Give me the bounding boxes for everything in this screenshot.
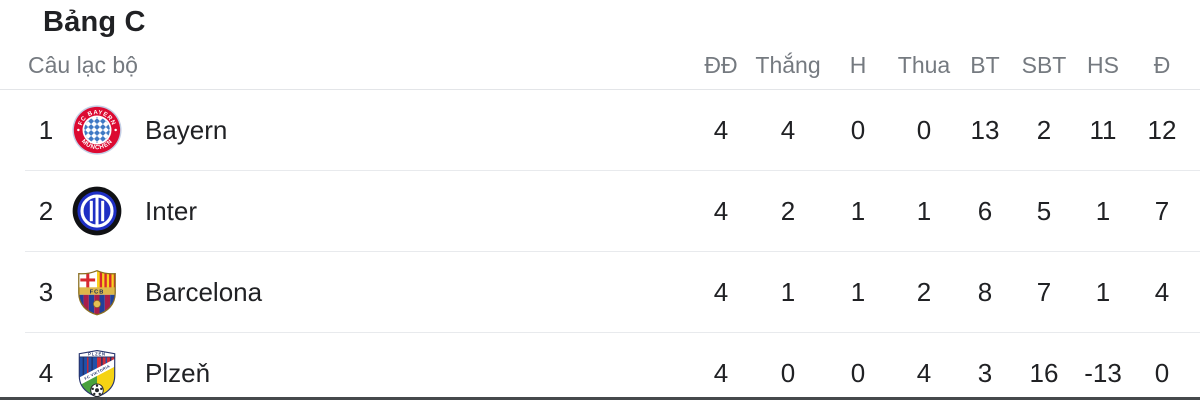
rank-label: 1	[38, 114, 54, 145]
table-row[interactable]: 3 FCB	[0, 252, 1200, 332]
stat-value: 1	[916, 195, 932, 226]
team-name[interactable]: Barcelona	[145, 276, 263, 307]
svg-text:PLZEŇ: PLZEŇ	[88, 351, 106, 356]
svg-text:FCB: FCB	[90, 289, 105, 295]
page-title: Bảng C	[43, 6, 146, 38]
stat-column-header: HS	[1087, 52, 1119, 78]
stat-value: 11	[1089, 114, 1117, 145]
club-column-header: Câu lạc bộ	[28, 52, 138, 78]
stats-header: ĐĐ Thắng H Thua BT SBT HS Đ	[689, 52, 1191, 79]
row-divider	[25, 251, 1200, 252]
stat-value: 7	[1036, 276, 1052, 307]
stat-column-header: Đ	[1153, 52, 1171, 78]
stat-column-header: BT	[970, 52, 1000, 78]
stat-value: 12	[1147, 114, 1177, 145]
stat-value: 4	[713, 357, 729, 388]
rank-label: 2	[38, 195, 54, 226]
stat-value: -13	[1084, 357, 1122, 388]
inter-crest-icon	[72, 186, 122, 236]
team-name[interactable]: Inter	[145, 195, 198, 226]
stat-value: 0	[850, 357, 866, 388]
stat-value: 4	[713, 195, 729, 226]
stat-value: 4	[1154, 276, 1170, 307]
stat-value: 5	[1036, 195, 1052, 226]
rank-label: 4	[38, 357, 54, 388]
row-stats: 4 1 1 2 8 7 1 4	[689, 277, 1191, 308]
stat-value: 8	[977, 276, 993, 307]
barcelona-crest-icon: FCB	[72, 267, 122, 317]
stat-column-header: H	[849, 52, 867, 78]
stat-column-header: Thua	[897, 52, 951, 78]
stat-value: 2	[916, 276, 932, 307]
stat-value: 2	[1036, 114, 1052, 145]
stat-value: 1	[850, 276, 866, 307]
table-row[interactable]: 4 FC VIKTORIA PLZEŇ	[0, 333, 1200, 413]
bayern-crest-icon: FC BAYERN MÜNCHEN	[72, 105, 122, 155]
plzen-crest-icon: FC VIKTORIA PLZEŇ	[72, 348, 122, 398]
table-row[interactable]: 1 FC BAYERN MÜNCHEN Bayern 4 4 0 0 13 2 11 12	[0, 90, 1200, 170]
row-divider	[25, 332, 1200, 333]
stat-column-header: ĐĐ	[704, 52, 738, 78]
team-name[interactable]: Plzeň	[145, 357, 211, 388]
stat-value: 16	[1029, 357, 1059, 388]
stat-value: 4	[713, 114, 729, 145]
rank-label: 3	[38, 276, 54, 307]
row-stats: 4 0 0 4 3 16 -13 0	[689, 358, 1191, 389]
row-stats: 4 4 0 0 13 2 11 12	[689, 115, 1191, 146]
stat-value: 1	[850, 195, 866, 226]
stat-value: 4	[713, 276, 729, 307]
team-name[interactable]: Bayern	[145, 114, 228, 145]
stat-value: 1	[1095, 276, 1111, 307]
bottom-divider-bar	[0, 397, 1200, 400]
stat-value: 6	[977, 195, 993, 226]
stat-value: 13	[970, 114, 1000, 145]
stat-column-header: SBT	[1021, 52, 1067, 78]
stat-value: 0	[850, 114, 866, 145]
table-row[interactable]: 2 Inter 4 2 1 1 6 5 1 7	[0, 171, 1200, 251]
stat-value: 1	[1095, 195, 1111, 226]
stat-value: 4	[780, 114, 796, 145]
table-header-row: Câu lạc bộ ĐĐ Thắng H Thua BT SBT HS Đ	[0, 42, 1200, 90]
stat-value: 3	[977, 357, 993, 388]
stat-value: 4	[916, 357, 932, 388]
row-divider	[25, 170, 1200, 171]
stat-value: 1	[780, 276, 796, 307]
stat-value: 0	[1154, 357, 1170, 388]
stat-column-header: Thắng	[755, 52, 821, 78]
standings-rows: 1 FC BAYERN MÜNCHEN Bayern 4 4 0 0 13 2 11 12 2 I…	[0, 90, 1200, 413]
stat-value: 0	[916, 114, 932, 145]
stat-value: 2	[780, 195, 796, 226]
row-stats: 4 2 1 1 6 5 1 7	[689, 196, 1191, 227]
stat-value: 0	[780, 357, 796, 388]
stat-value: 7	[1154, 195, 1170, 226]
